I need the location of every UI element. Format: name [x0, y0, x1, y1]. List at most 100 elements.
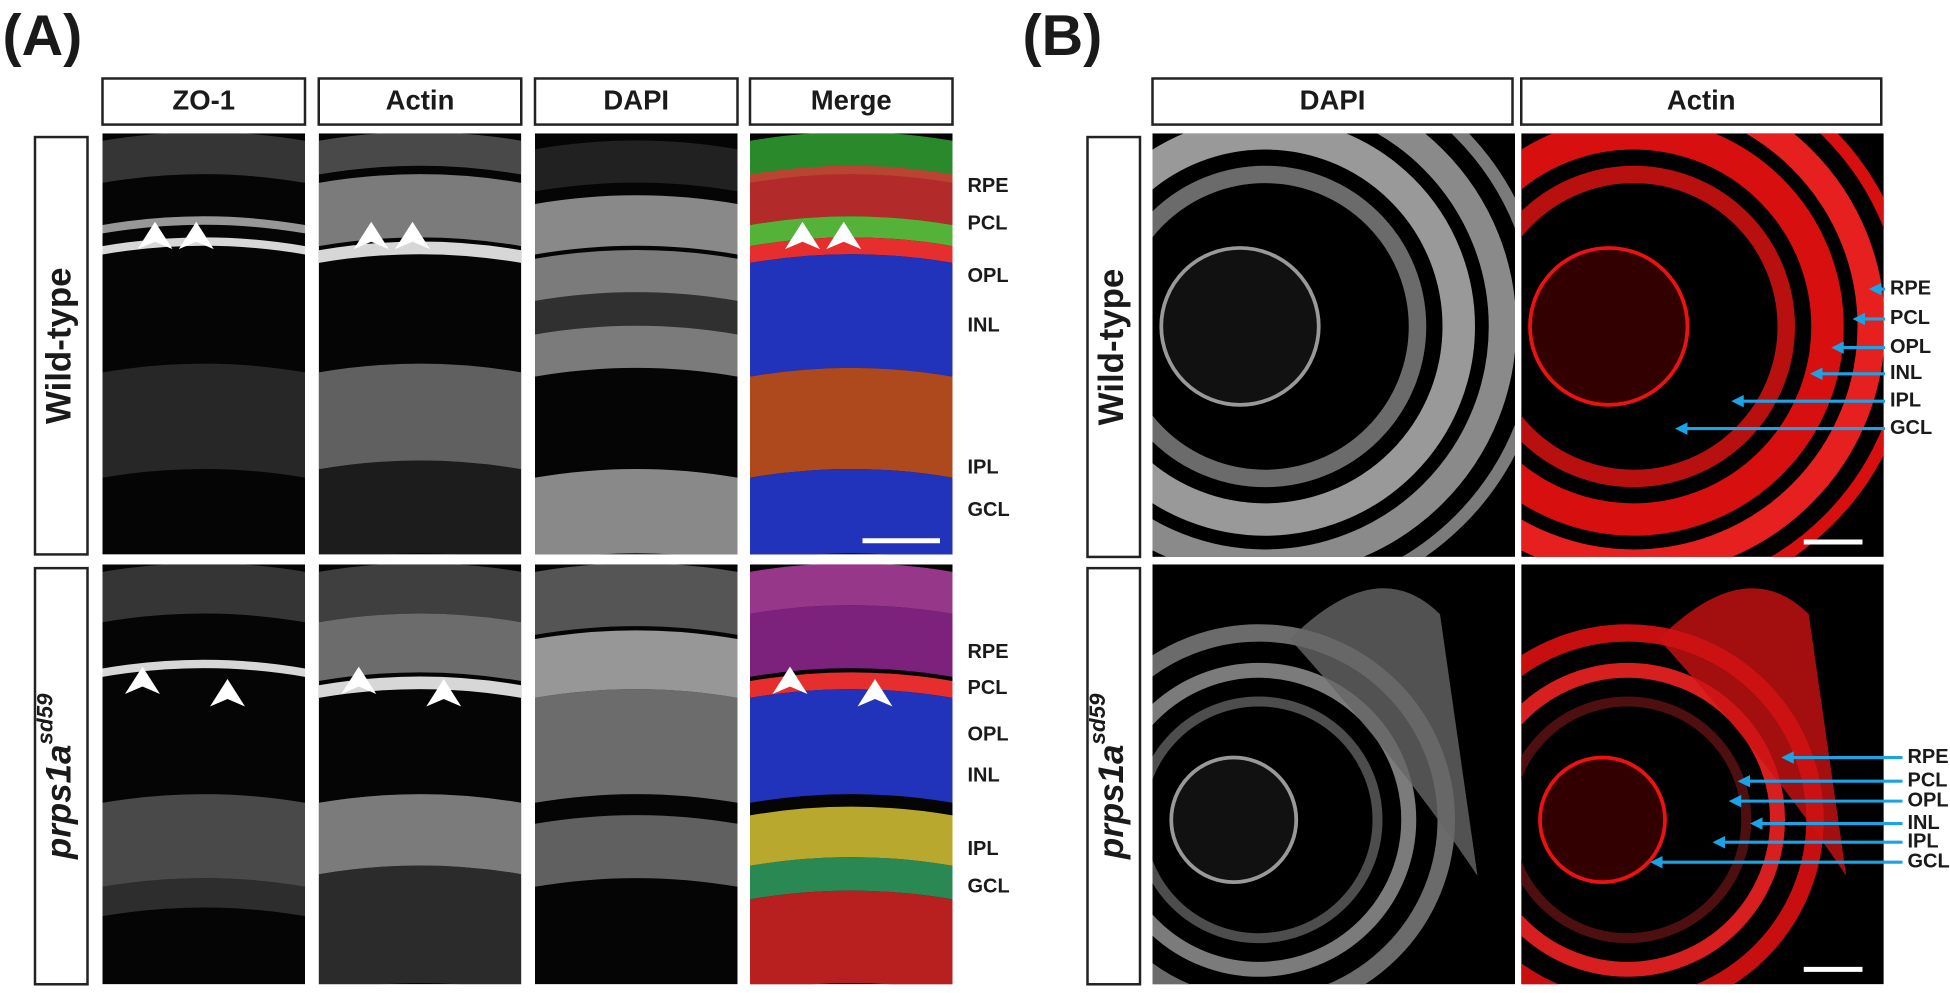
column-header: Actin: [386, 84, 455, 115]
arrowhead: [785, 221, 820, 250]
tissue-band: [318, 564, 522, 623]
panel-label: (B): [1023, 4, 1103, 68]
arrowhead: [826, 221, 862, 250]
column-header: DAPI: [603, 84, 669, 115]
column-header: Actin: [1667, 84, 1736, 115]
arrowhead: [353, 221, 389, 250]
row-label: prps1asd59: [32, 693, 78, 860]
arrowhead: [426, 679, 462, 707]
pointer-arrowhead: [1650, 855, 1663, 869]
retina-layer: [1521, 165, 1795, 488]
arrowhead: [137, 221, 173, 250]
tissue-band: [535, 292, 738, 335]
micrograph: [102, 564, 305, 985]
row-label: Wild-type: [1092, 269, 1131, 426]
arrowhead: [178, 221, 214, 250]
tissue-band: [318, 794, 522, 875]
column-header-box: [748, 77, 954, 126]
layer-label: GCL: [1908, 850, 1950, 872]
tissue-band: [750, 605, 953, 677]
layer-label: IPL: [968, 457, 999, 479]
column-header-box: [533, 77, 739, 126]
image-cell: [1152, 133, 1515, 557]
image-cell: [1521, 564, 1884, 985]
retina-layer: [1521, 696, 1752, 944]
column-header: ZO-1: [172, 84, 235, 115]
pointer-arrowhead: [1737, 774, 1750, 788]
layer-label: OPL: [1908, 789, 1949, 811]
layer-label: INL: [1908, 812, 1940, 834]
column-header: Merge: [811, 84, 892, 115]
row-label-text: prps1a: [39, 745, 78, 860]
tissue-band: [535, 689, 738, 803]
layer-label: OPL: [968, 265, 1009, 287]
layer-label: PCL: [1890, 307, 1930, 329]
retina-layer: [1521, 662, 1785, 977]
lens: [1528, 246, 1690, 407]
layer-label: RPE: [968, 175, 1009, 197]
pointer-arrowhead: [1831, 341, 1844, 354]
tissue-band: [750, 672, 953, 698]
tissue-band: [102, 564, 305, 623]
image-cell: [318, 133, 522, 555]
pointer-arrowhead: [1868, 282, 1882, 296]
row-label: Wild-type: [39, 267, 78, 424]
tissue-band: [102, 363, 305, 478]
retina-layer: [1152, 662, 1417, 977]
layer-label: IPL: [968, 838, 999, 860]
column-header: DAPI: [1300, 84, 1366, 115]
arrowhead: [772, 666, 808, 694]
row-label-text: prps1a: [1092, 745, 1131, 860]
arrowhead: [857, 679, 893, 707]
pointer-arrowhead: [1781, 751, 1794, 764]
pointer-arrowhead: [1750, 817, 1763, 830]
layer-label: PCL: [1908, 769, 1948, 791]
column-header-box: [101, 77, 307, 126]
layer-label: PCL: [968, 213, 1008, 235]
panel-label: (A): [3, 4, 83, 68]
image-cell: [535, 133, 738, 555]
layer-label: INL: [1890, 362, 1922, 384]
layer-label: INL: [968, 764, 1000, 786]
image-cell: [318, 564, 522, 985]
tissue-band: [750, 806, 953, 866]
tissue-band: [750, 469, 953, 555]
tissue-band: [750, 689, 953, 803]
row-label-sup: sd59: [1085, 693, 1110, 745]
retina-layer: [1521, 133, 1844, 536]
arrowhead: [395, 221, 430, 250]
lens: [1159, 246, 1321, 407]
tissue-mass: [1658, 588, 1847, 876]
retina-layer: [1152, 696, 1383, 944]
tissue-band: [750, 254, 953, 377]
layer-label: PCL: [968, 677, 1008, 699]
layer-label: IPL: [1890, 389, 1921, 411]
tissue-band: [535, 140, 738, 192]
tissue-band: [102, 794, 305, 887]
tissue-band: [535, 469, 738, 555]
image-cell: [1152, 564, 1515, 985]
tissue-band: [535, 195, 738, 255]
arrowhead: [125, 666, 160, 694]
row-label-box: [1086, 566, 1142, 986]
row-label: prps1asd59: [1085, 693, 1131, 860]
pointer-arrowhead: [1675, 422, 1688, 435]
pointer-arrowhead: [1731, 394, 1744, 408]
lens: [1169, 755, 1299, 884]
image-cell: [750, 564, 953, 985]
layer-label: RPE: [1890, 277, 1931, 299]
tissue-band: [318, 613, 522, 682]
tissue-band: [102, 133, 305, 183]
arrowhead: [210, 679, 245, 707]
row-label-box: [1086, 135, 1142, 559]
tissue-band: [102, 878, 305, 917]
tissue-band: [318, 363, 522, 470]
tissue-band: [535, 630, 738, 698]
pointer-arrowhead: [1810, 367, 1823, 381]
row-label-box: [33, 135, 89, 556]
tissue-band: [318, 676, 522, 698]
arrowhead: [341, 666, 377, 694]
image-cell: [102, 564, 305, 985]
pointer-arrowhead: [1712, 836, 1725, 849]
